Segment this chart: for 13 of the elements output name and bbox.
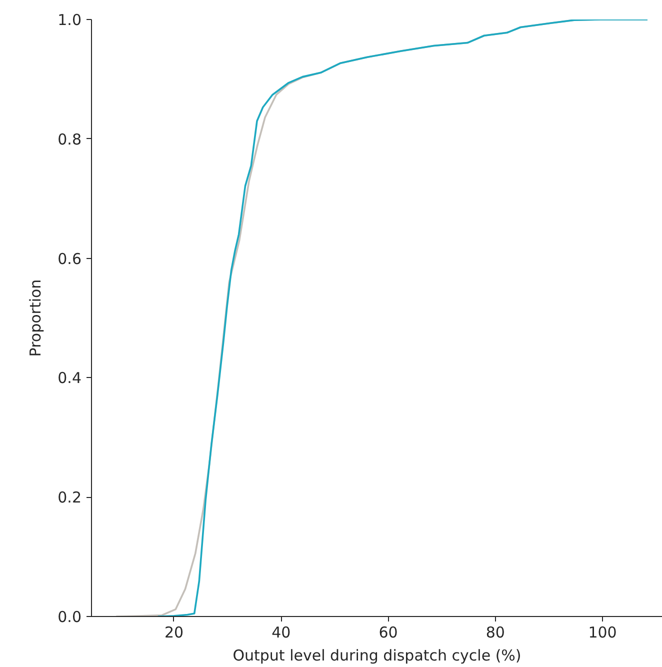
y-tick-label: 0.8 — [58, 130, 82, 148]
y-tick-label: 0.6 — [58, 250, 82, 268]
y-axis-title: Proportion — [26, 279, 45, 357]
x-tick-label: 40 — [272, 624, 291, 642]
y-tick-label: 0.4 — [58, 369, 82, 388]
y-tick-label: 0.0 — [58, 608, 82, 626]
y-tick-label: 0.2 — [58, 488, 82, 507]
x-tick-label: 80 — [486, 624, 505, 642]
x-tick-label: 100 — [588, 624, 617, 642]
x-tick-label: 20 — [164, 624, 184, 642]
x-tick-label: 60 — [378, 624, 398, 642]
y-tick-label: 1.0 — [58, 11, 82, 29]
x-axis-title: Output level during dispatch cycle (%) — [232, 646, 522, 664]
